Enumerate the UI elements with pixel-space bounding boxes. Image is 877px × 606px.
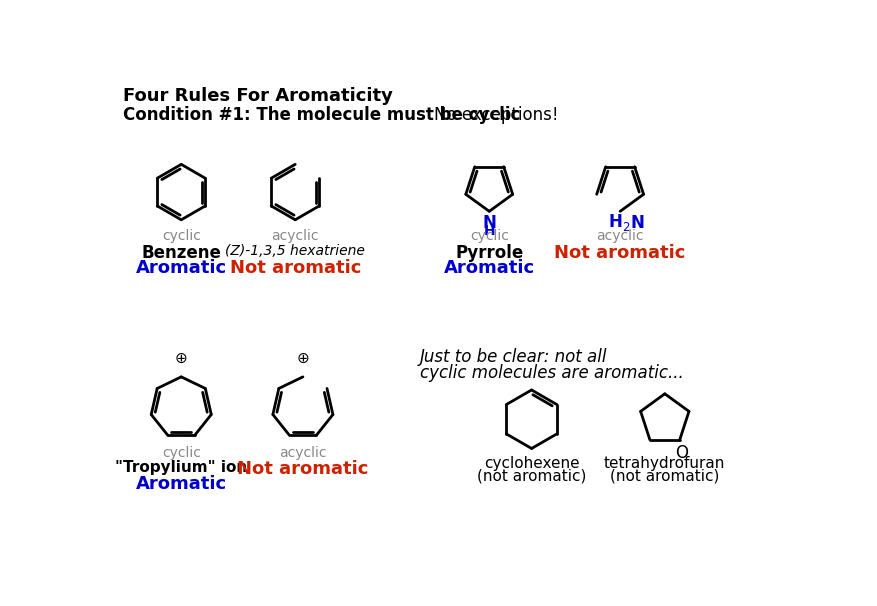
Text: (not aromatic): (not aromatic) bbox=[610, 468, 718, 484]
Text: cyclic: cyclic bbox=[469, 229, 508, 243]
Text: H: H bbox=[483, 224, 495, 238]
Text: No exceptions!: No exceptions! bbox=[433, 106, 558, 124]
Text: Just to be clear: not all: Just to be clear: not all bbox=[419, 348, 607, 367]
Text: Pyrrole: Pyrrole bbox=[454, 244, 523, 262]
Text: H: H bbox=[608, 213, 622, 231]
Text: cyclic: cyclic bbox=[161, 446, 201, 460]
Text: Not aromatic: Not aromatic bbox=[237, 460, 368, 478]
Text: acyclic: acyclic bbox=[279, 446, 326, 460]
Text: Four Rules For Aromaticity: Four Rules For Aromaticity bbox=[124, 87, 393, 105]
Text: (not aromatic): (not aromatic) bbox=[476, 468, 586, 484]
Text: Not aromatic: Not aromatic bbox=[229, 259, 360, 277]
Text: ⊕: ⊕ bbox=[175, 351, 188, 366]
Text: acyclic: acyclic bbox=[271, 229, 318, 243]
Text: Aromatic: Aromatic bbox=[136, 259, 226, 277]
Text: "Tropylium" ion: "Tropylium" ion bbox=[115, 460, 247, 475]
Text: tetrahydrofuran: tetrahydrofuran bbox=[603, 456, 724, 471]
Text: N: N bbox=[481, 214, 496, 231]
Text: Benzene: Benzene bbox=[141, 244, 221, 262]
Text: cyclohexene: cyclohexene bbox=[483, 456, 579, 471]
Text: cyclic: cyclic bbox=[161, 229, 201, 243]
Text: acyclic: acyclic bbox=[595, 229, 643, 243]
Text: Aromatic: Aromatic bbox=[136, 474, 226, 493]
Text: O: O bbox=[674, 444, 687, 462]
Text: Aromatic: Aromatic bbox=[443, 259, 534, 277]
Text: (Z)-1,3,5 hexatriene: (Z)-1,3,5 hexatriene bbox=[225, 244, 365, 258]
Text: cyclic molecules are aromatic...: cyclic molecules are aromatic... bbox=[419, 364, 683, 382]
Text: Condition #1: The molecule must be cyclic: Condition #1: The molecule must be cycli… bbox=[124, 106, 520, 124]
Text: $_2$N: $_2$N bbox=[622, 213, 645, 233]
Text: Not aromatic: Not aromatic bbox=[554, 244, 685, 262]
Text: ⊕: ⊕ bbox=[296, 351, 309, 366]
